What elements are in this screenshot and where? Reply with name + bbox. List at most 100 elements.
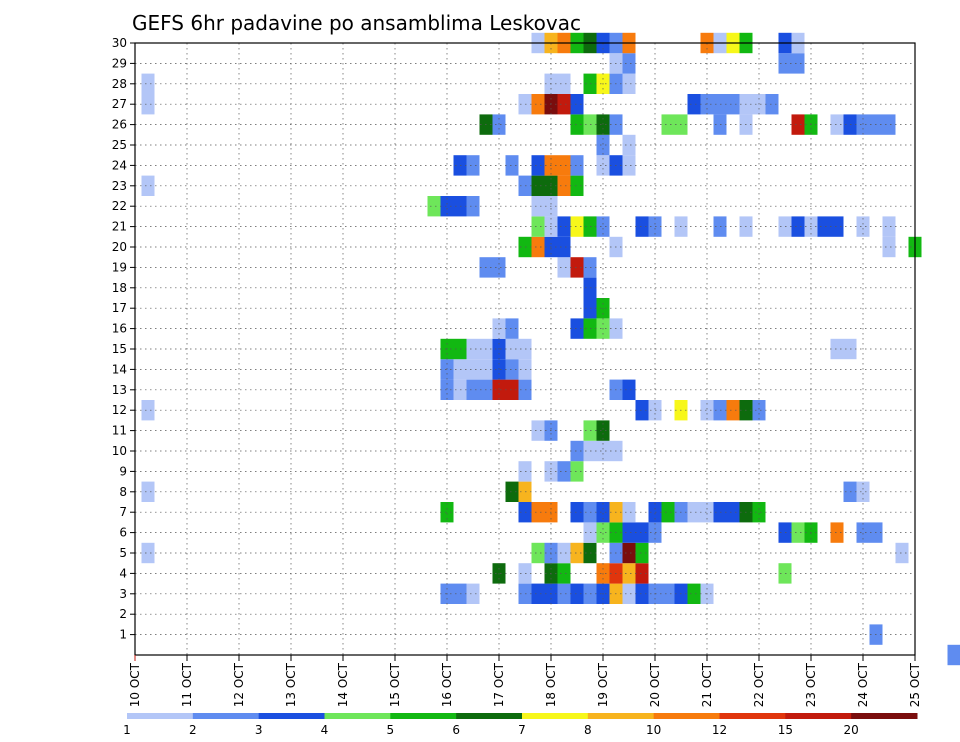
- heatmap-cell: [531, 420, 545, 441]
- heatmap-cell: [856, 114, 870, 135]
- x-tick-label: 15 OCT: [388, 662, 402, 707]
- heatmap-cell: [466, 338, 480, 360]
- y-tick-label: 9: [119, 464, 127, 478]
- heatmap-cell: [635, 400, 649, 421]
- heatmap-cell: [661, 502, 675, 523]
- heatmap-cell: [596, 216, 610, 237]
- heatmap-cell: [466, 379, 480, 400]
- heatmap-cell: [492, 379, 506, 400]
- heatmap-cell: [557, 175, 571, 196]
- heatmap-cell: [726, 94, 740, 115]
- heatmap-cell: [622, 134, 636, 156]
- colorbar-swatch: [258, 713, 325, 719]
- colorbar-label: 2: [189, 723, 197, 737]
- y-tick-label: 15: [112, 342, 127, 356]
- y-tick-label: 4: [119, 566, 127, 580]
- colorbar-swatch: [653, 713, 720, 719]
- colorbar-label: 20: [844, 723, 859, 737]
- y-tick-label: 21: [112, 220, 127, 234]
- y-tick-label: 20: [112, 240, 127, 254]
- colorbar-label: 6: [452, 723, 460, 737]
- heatmap-cell: [622, 522, 636, 543]
- heatmap-cell: [570, 583, 584, 604]
- y-tick-label: 14: [112, 362, 127, 376]
- x-tick-label: 20 OCT: [648, 662, 662, 707]
- heatmap-cell: [570, 216, 584, 237]
- y-tick-label: 23: [112, 179, 127, 193]
- colorbar-label: 3: [255, 723, 263, 737]
- heatmap-cell: [882, 236, 896, 258]
- heatmap-cell: [622, 73, 636, 94]
- y-tick-label: 27: [112, 97, 127, 111]
- heatmap-cell: [596, 420, 610, 441]
- heatmap-cell: [791, 53, 805, 74]
- y-tick-label: 22: [112, 199, 127, 213]
- heatmap-cell: [570, 461, 584, 482]
- heatmap-cell: [687, 502, 701, 523]
- x-tick-label: 10 OCT: [128, 662, 142, 707]
- heatmap-cell: [505, 379, 519, 400]
- heatmap-cell: [635, 563, 649, 584]
- colorbar-swatch: [192, 713, 260, 719]
- y-tick-label: 25: [112, 138, 127, 152]
- heatmap-cell: [622, 542, 636, 564]
- y-tick-label: 1: [119, 628, 127, 642]
- heatmap-cell: [531, 502, 545, 523]
- y-tick-label: 24: [112, 158, 127, 172]
- heatmap-cell: [596, 114, 610, 135]
- colorbar-label: 1: [123, 723, 131, 737]
- heatmap-cell: [570, 155, 584, 176]
- heatmap-cell: [596, 522, 610, 543]
- heatmap-cell: [531, 94, 545, 115]
- y-tick-label: 28: [112, 77, 127, 91]
- heatmap-cell: [791, 114, 805, 135]
- x-tick-label: 23 OCT: [804, 662, 818, 707]
- heatmap-cell: [622, 379, 636, 400]
- x-tick-label: 17 OCT: [492, 662, 506, 707]
- y-tick-label: 17: [112, 301, 127, 315]
- heatmap-cell: [687, 583, 701, 604]
- colorbar-swatch: [324, 713, 391, 719]
- heatmap-cell: [427, 196, 441, 217]
- colorbar-label: 7: [518, 723, 526, 737]
- heatmap-cell: [895, 542, 909, 564]
- heatmap-cell: [531, 236, 545, 258]
- y-tick-label: 12: [112, 403, 127, 417]
- heatmap-cell: [466, 359, 480, 380]
- heatmap-cell: [141, 542, 155, 564]
- heatmap-cell: [596, 440, 610, 462]
- colorbar-swatch: [719, 713, 786, 719]
- heatmap-cell: [531, 175, 545, 196]
- heatmap-cell: [570, 318, 584, 339]
- heatmap-cell: [557, 563, 571, 584]
- x-tick-label: 25 OCT: [908, 662, 922, 707]
- y-tick-label: 5: [119, 546, 127, 560]
- heatmap-cell: [752, 502, 766, 523]
- colorbar-label: 12: [712, 723, 727, 737]
- heatmap-cell: [596, 134, 610, 156]
- heatmap-cell: [505, 338, 519, 360]
- heatmap-cell: [505, 481, 519, 502]
- colorbar-label: 4: [321, 723, 329, 737]
- heatmap-cell: [531, 196, 545, 217]
- heatmap-cell: [596, 155, 610, 176]
- y-tick-label: 7: [119, 505, 127, 519]
- heatmap-cell: [791, 522, 805, 543]
- heatmap-cell: [817, 216, 831, 237]
- heatmap-cell: [830, 114, 844, 135]
- heatmap-cell: [531, 155, 545, 176]
- heatmap-cell: [700, 400, 714, 421]
- heatmap-cell: [622, 583, 636, 604]
- heatmap-cell: [440, 502, 454, 523]
- x-tick-label: 12 OCT: [232, 662, 246, 707]
- colorbar-legend: 1 2 3 4 5 6 7 8 10 12 15 20: [123, 713, 918, 737]
- colorbar-swatch: [127, 713, 194, 719]
- heatmap-cell: [557, 73, 571, 94]
- heatmap-cell: [791, 216, 805, 237]
- heatmap-cell: [557, 216, 571, 237]
- colorbar-swatch: [785, 713, 852, 719]
- heatmap-cell: [882, 216, 896, 237]
- y-tick-label: 19: [112, 260, 127, 274]
- heatmap-cell: [570, 94, 584, 115]
- chart-title: GEFS 6hr padavine po ansamblima Leskovac: [132, 11, 581, 35]
